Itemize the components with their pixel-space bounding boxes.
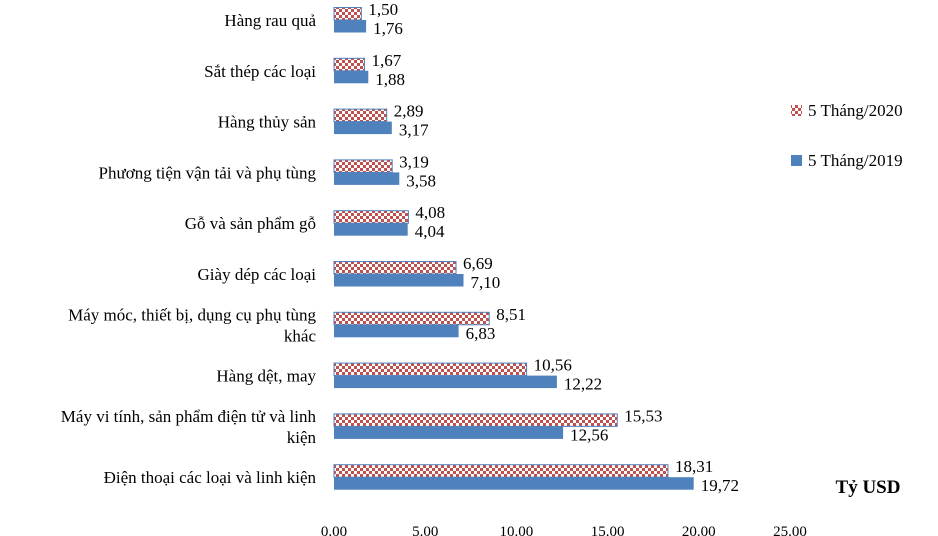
- data-label-2019: 12,56: [570, 425, 608, 444]
- category-label: Máy vi tính, sản phẩm điện tử và linh kiệ…: [61, 407, 317, 447]
- data-labels: 1,501,76 1,671,88 2,893,17 3,193,58 4,084,04…: [368, 0, 739, 495]
- bars: [333, 7, 694, 490]
- data-label-2020: 6,69: [463, 254, 493, 273]
- data-label-2019: 6,83: [466, 324, 496, 343]
- bar-2020: [333, 261, 457, 275]
- legend-swatch: [791, 105, 802, 116]
- x-axis-tick-labels: 0.00 5.00 10.00 15.00 20.00 25.00: [321, 524, 807, 536]
- data-label-2020: 2,89: [394, 102, 424, 121]
- legend-label: 5 Tháng/2019: [808, 151, 903, 170]
- bar-2020: [333, 159, 393, 173]
- category-label: Sắt thép các loại: [204, 62, 316, 81]
- category-label: Hàng thủy sản: [218, 113, 317, 132]
- unit-label: Tỷ USD: [836, 477, 901, 498]
- bar-2019: [334, 223, 408, 236]
- bar-2019: [334, 70, 369, 84]
- x-tick-label: 15.00: [591, 524, 625, 536]
- data-label-2019: 3,17: [399, 121, 429, 140]
- legend-swatch: [791, 155, 802, 166]
- bar-2019: [334, 375, 557, 389]
- bar-2019: [334, 121, 392, 135]
- data-label-2019: 4,04: [415, 222, 445, 241]
- category-label: Gỗ và sản phẩm gỗ: [185, 214, 316, 233]
- category-labels: Hàng rau quả Sắt thép các loại Hàng thủy s…: [61, 11, 317, 487]
- data-label-2020: 18,31: [675, 457, 713, 476]
- category-label: Điện thoại các loại và linh kiện: [104, 468, 317, 487]
- bar-2019: [334, 20, 367, 33]
- x-tick-label: 10.00: [500, 524, 534, 536]
- x-tick-label: 5.00: [412, 524, 438, 536]
- bar-2019: [334, 172, 400, 185]
- x-tick-label: 0.00: [321, 524, 347, 536]
- bar-2019: [334, 274, 464, 287]
- data-label-2019: 3,58: [406, 171, 436, 190]
- category-label: Máy móc, thiết bị, dụng cụ phụ tùng khác: [68, 305, 316, 345]
- bar-2019: [334, 324, 459, 338]
- data-label-2020: 1,50: [368, 0, 398, 19]
- data-label-2019: 1,76: [373, 19, 403, 38]
- category-label: Phương tiện vận tải và phụ tùng: [99, 163, 317, 182]
- bar-2020: [333, 210, 409, 224]
- category-label: Hàng rau quả: [224, 11, 316, 30]
- bar-2019: [334, 477, 694, 490]
- data-label-2019: 12,22: [564, 375, 602, 394]
- data-label-2020: 3,19: [399, 152, 429, 171]
- data-label-2019: 19,72: [701, 476, 739, 495]
- bar-2020: [333, 362, 528, 377]
- bar-2019: [334, 426, 564, 439]
- legend: 5 Tháng/2020 5 Tháng/2019: [791, 101, 903, 170]
- data-label-2020: 4,08: [415, 203, 445, 222]
- x-tick-label: 20.00: [682, 524, 716, 536]
- data-label-2020: 8,51: [496, 305, 526, 324]
- bar-2020: [333, 7, 362, 21]
- data-label-2020: 1,67: [371, 51, 401, 70]
- bar-2020: [333, 57, 365, 72]
- category-label: Giày dép các loại: [198, 265, 317, 284]
- data-label-2019: 7,10: [471, 273, 501, 292]
- legend-label: 5 Tháng/2020: [808, 101, 903, 120]
- data-label-2019: 1,88: [375, 70, 405, 89]
- x-tick-label: 25.00: [773, 524, 807, 536]
- bar-2020: [333, 108, 388, 123]
- data-label-2020: 10,56: [534, 356, 572, 375]
- data-label-2020: 15,53: [624, 406, 662, 425]
- bar-2020: [333, 464, 669, 478]
- category-label: Hàng dệt, may: [216, 367, 316, 386]
